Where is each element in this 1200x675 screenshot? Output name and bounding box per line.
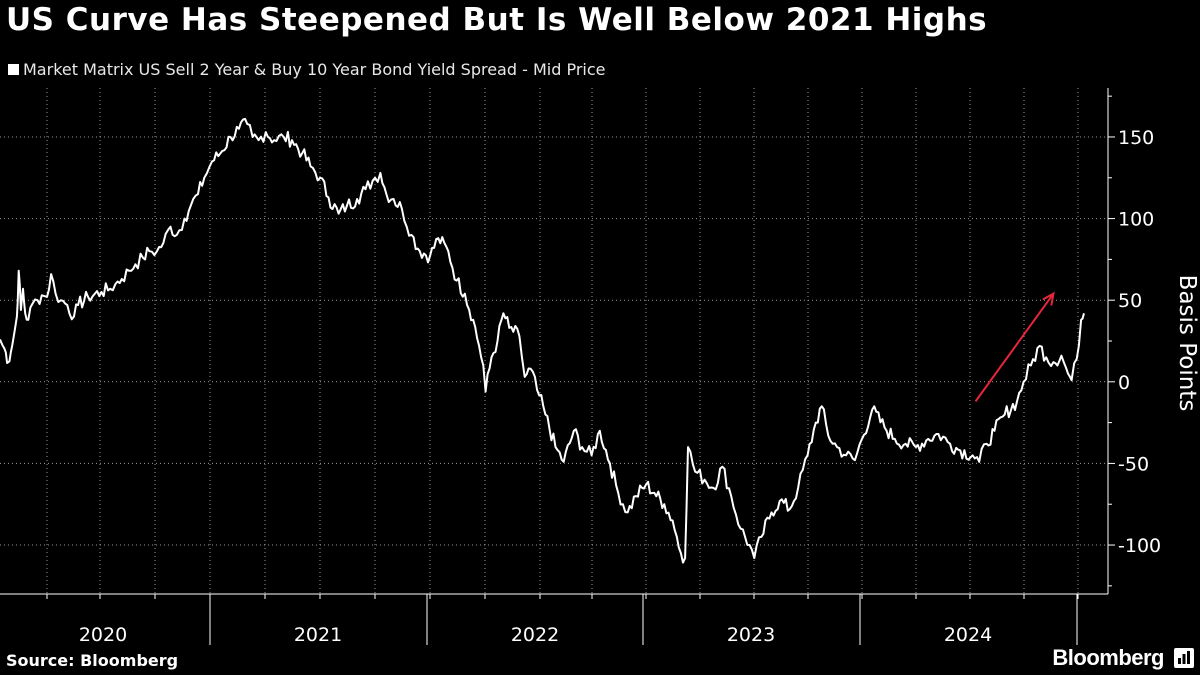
bloomberg-logo: Bloomberg (1052, 645, 1164, 670)
chart-axes: 150 100 50 0 -50 -100 2020 2021 2022 2023 2024 Basi… (0, 88, 1200, 646)
chart-series (0, 117, 1085, 564)
x-tick-label: 2024 (944, 624, 992, 646)
x-tick-label: 2022 (511, 624, 559, 646)
chart-legend: Market Matrix US Sell 2 Year & Buy 10 Ye… (8, 60, 605, 79)
y-axis-title: Basis Points (1174, 275, 1200, 412)
y-tick-label: 0 (1118, 372, 1130, 394)
bloomberg-chart-icon (1174, 648, 1194, 668)
chart-title: US Curve Has Steepened But Is Well Below… (6, 2, 988, 38)
y-tick-label: -100 (1118, 535, 1161, 557)
chart-annotations (974, 291, 1055, 402)
y-tick-label: 150 (1118, 127, 1154, 149)
y-tick-label: 100 (1118, 209, 1154, 231)
trend-arrow-head (1042, 291, 1055, 306)
x-tick-label: 2023 (727, 624, 775, 646)
legend-label: Market Matrix US Sell 2 Year & Buy 10 Ye… (23, 60, 606, 79)
trend-arrow-shaft (974, 293, 1055, 402)
x-tick-label: 2020 (79, 624, 127, 646)
source-note: Source: Bloomberg (6, 651, 179, 670)
legend-swatch (8, 64, 19, 75)
y-tick-label: 50 (1118, 290, 1142, 312)
y-tick-label: -50 (1118, 453, 1149, 475)
series-line (0, 117, 1085, 564)
x-tick-label: 2021 (294, 624, 342, 646)
chart-gridlines (0, 88, 1108, 594)
